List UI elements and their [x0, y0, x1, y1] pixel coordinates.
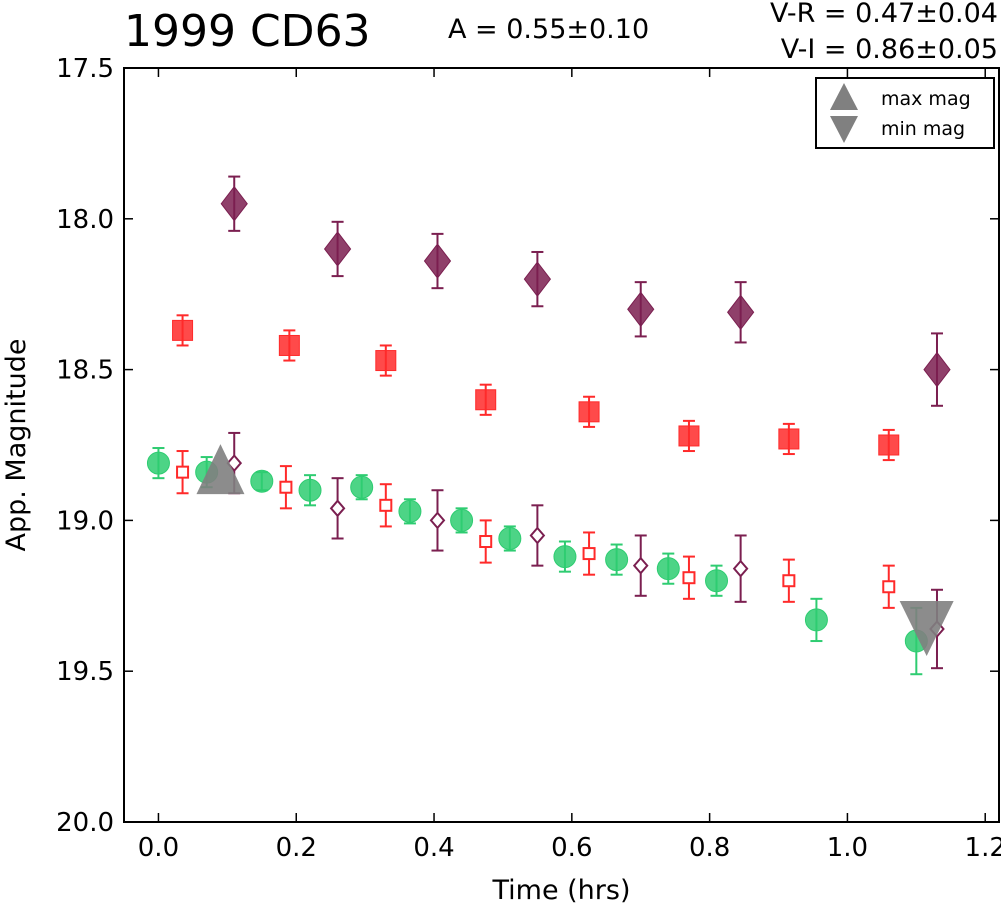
data-point	[450, 508, 474, 532]
x-tick-label: 0.2	[276, 833, 317, 863]
data-point	[778, 428, 800, 450]
x-tick-label: 0.8	[689, 833, 730, 863]
data-point	[705, 569, 729, 593]
data-point	[279, 480, 293, 494]
data-point	[732, 559, 749, 578]
data-point	[582, 547, 596, 561]
legend-max-mag-icon	[830, 83, 858, 110]
v-i-color-annotation: V-I = 0.86±0.05	[780, 34, 998, 65]
data-point	[804, 608, 828, 632]
legend-label: min mag	[881, 118, 965, 140]
data-point	[682, 571, 696, 585]
data-point	[656, 557, 680, 581]
x-tick-label: 0.4	[413, 833, 454, 863]
data-point	[498, 526, 522, 550]
y-tick-label: 20.0	[56, 808, 114, 838]
data-point	[172, 319, 194, 341]
data-point	[475, 389, 497, 411]
v-r-color-annotation: V-R = 0.47±0.04	[769, 0, 998, 29]
legend: max mag min mag	[815, 77, 995, 149]
data-point	[375, 350, 397, 372]
data-layer	[146, 175, 954, 676]
series-1	[172, 314, 900, 462]
data-point	[479, 535, 493, 549]
data-point	[878, 434, 900, 456]
amplitude-annotation: A = 0.55±0.10	[448, 14, 650, 45]
data-point	[578, 401, 600, 423]
series-0	[146, 447, 928, 676]
data-point	[379, 498, 393, 512]
y-tick-label: 19.0	[56, 506, 114, 536]
legend-min-mag-icon	[830, 116, 858, 143]
legend-label: max mag	[881, 88, 971, 110]
x-tick-label: 1.2	[965, 833, 1001, 863]
data-point	[429, 511, 446, 530]
data-point	[529, 526, 546, 545]
data-point	[423, 243, 452, 279]
x-axis-label: Time (hrs)	[491, 875, 630, 904]
data-point	[329, 499, 346, 518]
data-point	[605, 548, 629, 572]
data-point	[523, 261, 552, 297]
y-tick-label: 19.5	[56, 657, 114, 687]
chart-title: 1999 CD63	[124, 6, 371, 57]
data-point	[923, 351, 951, 388]
axes-layer: 0.0 0.2 0.4 0.6 0.8 1.0 1.2 17.5 18.0 18.5 19.0 19.…	[1, 54, 1001, 904]
data-point	[220, 185, 248, 222]
data-point	[298, 478, 322, 502]
y-tick-label: 18.0	[56, 205, 114, 235]
y-tick-label: 17.5	[56, 54, 114, 84]
data-point	[146, 451, 170, 475]
data-point	[627, 291, 655, 328]
data-point	[323, 231, 352, 267]
data-point	[553, 545, 577, 569]
data-point	[398, 499, 422, 523]
data-point	[278, 334, 300, 356]
data-point	[678, 425, 700, 447]
x-tick-label: 1.0	[827, 833, 868, 863]
max-mag-marker	[196, 444, 245, 495]
y-tick-label: 18.5	[56, 356, 114, 386]
data-point	[782, 574, 796, 588]
x-tick-label: 0.0	[138, 833, 179, 863]
data-point	[882, 580, 896, 594]
x-tick-label: 0.6	[551, 833, 592, 863]
plot-frame	[123, 67, 1000, 823]
data-point	[632, 556, 649, 575]
data-point	[176, 465, 190, 479]
data-point	[727, 294, 755, 331]
data-point	[250, 469, 274, 493]
data-point	[350, 475, 374, 499]
y-axis-label: App. Magnitude	[1, 339, 32, 552]
series-3	[220, 175, 951, 407]
min-mag-marker	[899, 600, 954, 656]
series-2	[176, 450, 896, 609]
